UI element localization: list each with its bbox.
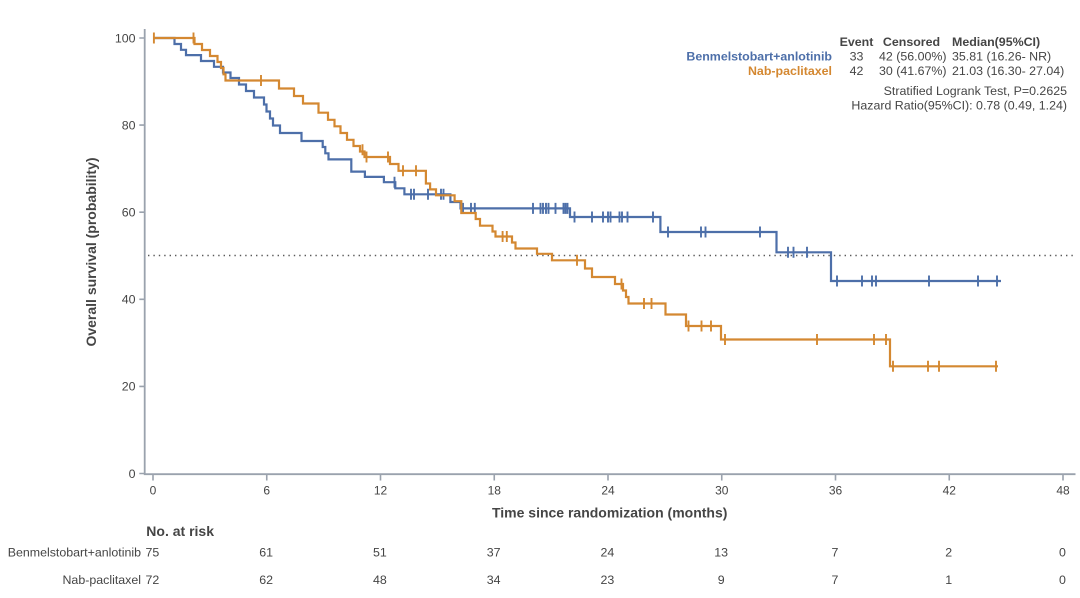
svg-text:0: 0	[150, 484, 157, 498]
svg-text:13: 13	[714, 546, 728, 560]
svg-text:7: 7	[831, 573, 838, 587]
svg-text:20: 20	[122, 380, 136, 394]
svg-text:Hazard Ratio(95%CI): 0.78 (0.4: Hazard Ratio(95%CI): 0.78 (0.49, 1.24)	[851, 98, 1067, 112]
svg-text:48: 48	[1056, 484, 1070, 498]
svg-text:48: 48	[373, 573, 387, 587]
svg-text:40: 40	[122, 293, 136, 307]
svg-text:62: 62	[259, 573, 273, 587]
svg-text:Censored: Censored	[883, 35, 940, 49]
svg-text:6: 6	[263, 484, 270, 498]
svg-text:Benmelstobart+anlotinib: Benmelstobart+anlotinib	[686, 49, 832, 63]
svg-text:80: 80	[122, 118, 136, 132]
svg-text:30: 30	[715, 484, 729, 498]
svg-text:0: 0	[1059, 573, 1066, 587]
svg-text:Benmelstobart+anlotinib: Benmelstobart+anlotinib	[8, 546, 141, 560]
svg-text:60: 60	[122, 206, 136, 220]
svg-text:Overall survival (probability): Overall survival (probability)	[83, 157, 99, 346]
svg-text:0: 0	[1059, 546, 1066, 560]
svg-text:72: 72	[146, 573, 160, 587]
svg-text:9: 9	[718, 573, 725, 587]
svg-text:0: 0	[129, 467, 136, 481]
svg-text:100: 100	[115, 31, 136, 45]
svg-text:18: 18	[488, 484, 502, 498]
svg-text:Event: Event	[840, 35, 874, 49]
svg-text:1: 1	[945, 573, 952, 587]
svg-text:Nab-paclitaxel: Nab-paclitaxel	[748, 64, 832, 78]
svg-text:Nab-paclitaxel: Nab-paclitaxel	[62, 573, 141, 587]
svg-text:36: 36	[829, 484, 843, 498]
svg-text:24: 24	[601, 546, 615, 560]
svg-text:No. at risk: No. at risk	[146, 523, 214, 539]
svg-text:Time since randomization (mont: Time since randomization (months)	[492, 504, 727, 520]
svg-text:33: 33	[850, 49, 864, 63]
svg-text:7: 7	[831, 546, 838, 560]
svg-text:42 (56.00%): 42 (56.00%)	[879, 49, 947, 63]
svg-text:75: 75	[146, 546, 160, 560]
svg-text:21.03 (16.30- 27.04): 21.03 (16.30- 27.04)	[952, 64, 1064, 78]
svg-text:51: 51	[373, 546, 387, 560]
svg-text:35.81 (16.26- NR): 35.81 (16.26- NR)	[952, 49, 1051, 63]
svg-text:24: 24	[601, 484, 615, 498]
svg-text:2: 2	[945, 546, 952, 560]
svg-text:12: 12	[374, 484, 388, 498]
svg-text:23: 23	[601, 573, 615, 587]
svg-text:34: 34	[487, 573, 501, 587]
svg-text:30 (41.67%): 30 (41.67%)	[879, 64, 947, 78]
svg-text:42: 42	[850, 64, 864, 78]
svg-text:61: 61	[259, 546, 273, 560]
svg-text:Median(95%CI): Median(95%CI)	[952, 35, 1040, 49]
svg-text:42: 42	[943, 484, 957, 498]
svg-text:37: 37	[487, 546, 501, 560]
svg-text:Stratified Logrank Test, P=0.2: Stratified Logrank Test, P=0.2625	[884, 84, 1067, 98]
